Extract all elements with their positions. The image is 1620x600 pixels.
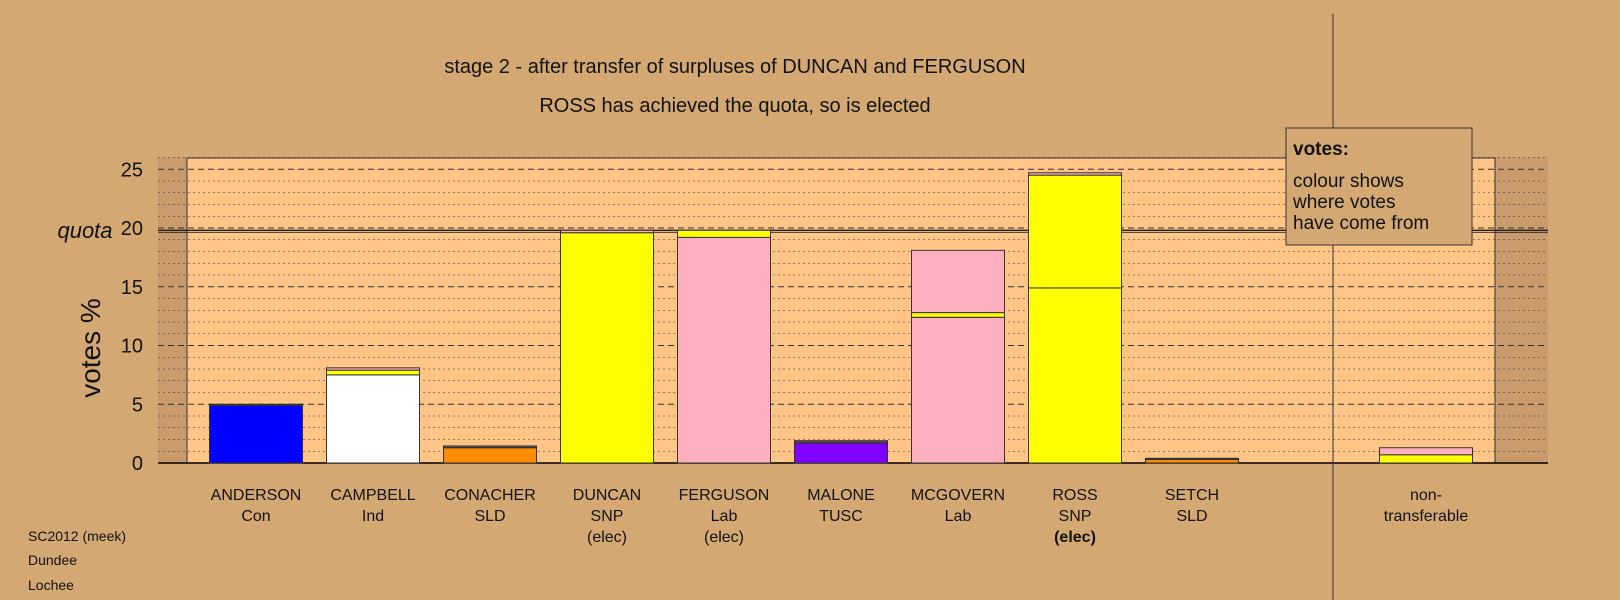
bar-campbell-segment [326,374,420,464]
x-tick-label: CAMPBELL [330,487,415,504]
y-tick-label: 10 [121,336,143,358]
bar-nontransferable-segment [1379,447,1473,456]
party-label: Lab [945,508,972,525]
party-label: SNP [591,508,624,525]
status-label: (elec) [587,529,627,546]
bar-conacher-segment [443,447,537,464]
y-tick-label: 20 [121,218,143,240]
bar-ferguson-segment [677,229,771,238]
x-tick-label: MCGOVERN [911,487,1005,504]
bar-malone-segment [794,440,888,443]
x-tick-label: transferable [1384,508,1469,525]
legend-box: votes: colour shows where votes have com… [1285,127,1473,246]
bar-campbell-segment [326,369,420,376]
bar-setch-segment [1145,457,1239,460]
party-label: SLD [1176,508,1207,525]
bar-conacher-segment [443,445,537,448]
bar-mcgovern-segment [911,249,1005,314]
x-tick-label: MALONE [807,487,875,504]
footer-line: Dundee [28,552,77,568]
bar-duncan-segment [560,229,654,234]
party-label: SLD [474,508,505,525]
x-tick-label: ANDERSON [211,487,302,504]
bar-anderson-segment [209,403,303,406]
bar-setch-segment [1145,458,1239,464]
status-label: (elec) [704,529,744,546]
y-axis-label: votes % [75,298,106,398]
y-tick-label: 0 [132,453,143,475]
y-tick-label: 5 [132,394,143,416]
bar-mcgovern-segment [911,316,1005,464]
bar-ross-segment [1028,174,1122,289]
footer-info: SC2012 (meek) Dundee Lochee [28,528,126,593]
footer-line: Lochee [28,577,74,593]
legend-title: votes: [1293,139,1349,160]
x-tick-label: DUNCAN [573,487,641,504]
bar-nontransferable-segment [1379,454,1473,464]
y-tick-label: 25 [121,159,143,181]
legend-line: where votes [1292,192,1395,213]
x-tick-label: ROSS [1052,487,1097,504]
bar-campbell-segment [326,367,420,371]
legend-line: colour shows [1293,171,1404,192]
party-label: TUSC [819,508,863,525]
bar-anderson-segment [209,404,303,464]
bar-ross-segment [1028,287,1122,464]
chart-title: stage 2 - after transfer of surpluses of… [444,56,1025,78]
bar-malone-segment [794,442,888,464]
footer-line: SC2012 (meek) [28,528,126,544]
party-label: Con [241,508,270,525]
chart-subtitle: ROSS has achieved the quota, so is elect… [539,95,930,117]
party-label: Lab [711,508,738,525]
x-tick-label: non- [1410,487,1442,504]
bar-ferguson-segment [677,236,771,464]
bar-duncan-segment [560,232,654,464]
x-tick-label: SETCH [1165,487,1219,504]
party-label: SNP [1059,508,1092,525]
bar-ross-segment [1028,172,1122,176]
status-label: (elec) [1054,529,1096,546]
quota-label: quota [57,218,112,243]
x-tick-label: CONACHER [444,487,536,504]
y-tick-label: 15 [121,277,143,299]
legend-line: have come from [1293,213,1429,234]
x-tick-label: FERGUSON [679,487,770,504]
party-label: Ind [362,508,384,525]
bar-mcgovern-segment [911,312,1005,318]
